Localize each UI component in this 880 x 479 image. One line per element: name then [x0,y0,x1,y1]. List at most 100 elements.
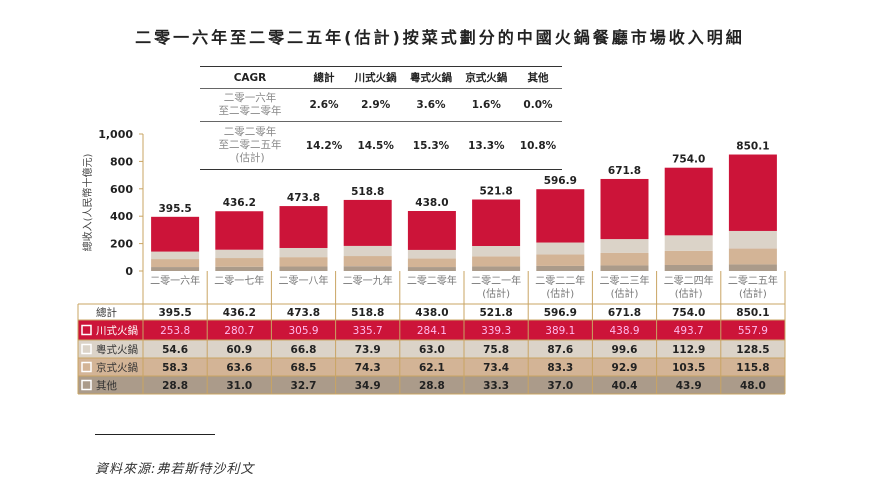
bar-segment-粵式火鍋 [407,249,456,259]
table-cell: 60.9 [226,344,252,356]
x-category-label: (估計) [482,287,510,300]
bar-segment-粵式火鍋 [279,247,328,258]
bar-segment-其他 [151,267,200,271]
bar-segment-川式火鍋 [407,210,456,250]
bar-segment-其他 [472,266,521,271]
bar-segment-京式火鍋 [664,250,713,265]
cagr-value: 14.2% [305,139,343,152]
bar-segment-川式火鍋 [215,211,264,250]
x-category-label: 二零一八年 [279,274,329,287]
cagr-value: 1.6% [471,99,501,111]
table-cell: 389.1 [545,325,575,337]
legend-swatch-川式火鍋 [81,324,92,336]
cagr-value: 3.6% [416,99,446,111]
cagr-header: 川式火鍋 [354,72,397,84]
bar-total-label: 671.8 [608,165,641,177]
x-category-label: (估計) [546,287,574,300]
table-cell: 87.6 [547,344,573,356]
table-cell: 115.8 [736,362,769,374]
x-category-label: 二零一九年 [343,274,393,287]
table-cell: 54.6 [162,344,188,356]
table-cell: 253.8 [160,325,190,337]
table-cell: 32.7 [291,380,317,392]
x-category-label: (估計) [611,287,639,300]
table-cell: 62.1 [419,362,445,374]
y-tick-label: 800 [110,155,133,168]
table-cell: 75.8 [483,344,509,356]
bar-segment-川式火鍋 [536,189,585,243]
bar-segment-粵式火鍋 [728,230,777,249]
table-row-label: 其他 [96,379,117,392]
bar-segment-川式火鍋 [151,216,200,252]
cagr-period-label: 二零二零年 至二零二五年 (估計) [218,126,282,164]
table-cell: 596.9 [544,307,577,319]
cagr-value: 0.0% [523,99,553,111]
bar-segment-其他 [728,264,777,271]
bar-total-label: 518.8 [351,186,384,198]
table-cell: 83.3 [547,362,573,374]
table-cell: 557.9 [738,325,768,337]
bar-segment-京式火鍋 [407,258,456,268]
source-note: 資料來源:弗若斯特沙利文 [95,462,255,477]
table-cell: 438.9 [609,325,639,337]
table-cell: 395.5 [158,307,191,319]
table-cell: 40.4 [612,380,638,392]
bar-total-label: 436.2 [223,197,256,209]
x-category-label: 二零二五年 [728,274,778,287]
cagr-header: 粵式火鍋 [409,72,452,84]
bar-segment-粵式火鍋 [664,235,713,251]
table-cell: 850.1 [736,307,769,319]
bar-segment-京式火鍋 [536,254,585,266]
cagr-value: 10.8% [519,139,557,152]
cagr-period-label: 二零一六年 至二零二零年 [218,92,282,117]
bar-segment-粵式火鍋 [215,249,264,259]
bar-segment-京式火鍋 [279,257,328,267]
table-cell: 473.8 [287,307,320,319]
y-tick-label: 1,000 [98,128,133,141]
table-cell: 284.1 [417,325,447,337]
cagr-row: 二零二零年 至二零二五年 (估計) 14.2% 14.5% 15.3% 13.3… [200,122,562,170]
bar-segment-川式火鍋 [664,167,713,236]
x-category-label: 二零二二年 [535,274,585,287]
bar-segment-其他 [407,267,456,271]
table-cell: 339.3 [481,325,511,337]
bar-total-label: 521.8 [479,186,512,198]
bar-segment-粵式火鍋 [536,242,585,255]
bar-segment-川式火鍋 [279,206,328,248]
cagr-value: 2.6% [309,99,339,111]
table-cell: 103.5 [672,362,705,374]
table-cell: 31.0 [226,380,252,392]
bar-total-label: 754.0 [672,154,705,166]
table-cell: 73.4 [483,362,509,374]
bar-segment-京式火鍋 [600,252,649,266]
table-cell: 99.6 [612,344,638,356]
bar-segment-川式火鍋 [600,178,649,240]
cagr-value: 15.3% [412,139,450,152]
x-category-label: (估計) [675,287,703,300]
cagr-table: CAGR 總計 川式火鍋 粵式火鍋 京式火鍋 其他 二零一六年 至二零二零年 2… [200,66,562,170]
y-tick-label: 200 [110,238,133,251]
bar-segment-川式火鍋 [728,154,777,231]
bar-total-label: 438.0 [415,197,448,209]
table-cell: 63.6 [226,362,252,374]
bar-segment-京式火鍋 [343,256,392,267]
cagr-header-row: CAGR 總計 川式火鍋 粵式火鍋 京式火鍋 其他 [200,66,562,89]
cagr-header: 總計 [313,72,335,84]
y-axis-label: 總收入(人民幣十億元) [81,154,94,252]
bar-total-label: 850.1 [736,141,769,153]
table-cell: 671.8 [608,307,641,319]
table-cell: 74.3 [355,362,381,374]
x-category-label: 二零二零年 [407,274,457,287]
bar-segment-粵式火鍋 [600,239,649,253]
table-cell: 58.3 [162,362,188,374]
bar-segment-京式火鍋 [215,258,264,267]
table-cell: 28.8 [419,380,445,392]
table-cell: 68.5 [291,362,317,374]
table-cell: 436.2 [223,307,256,319]
bar-total-label: 395.5 [158,203,191,215]
cagr-header: CAGR [233,71,267,84]
cagr-value: 2.9% [361,99,391,111]
table-cell: 112.9 [672,344,705,356]
bar-segment-其他 [279,266,328,271]
table-row-京式火鍋 [78,358,785,376]
